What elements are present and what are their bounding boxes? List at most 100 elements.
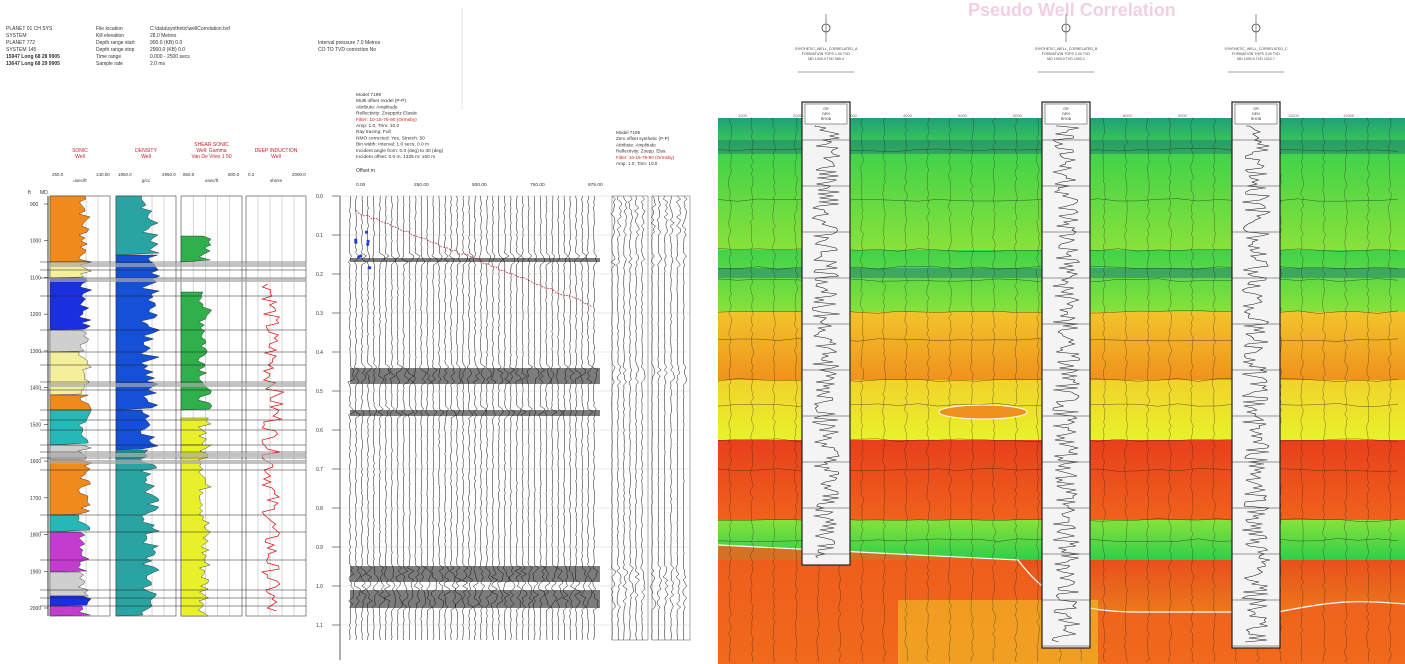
stack-wiggle-trace bbox=[622, 195, 628, 641]
model-trace bbox=[926, 117, 930, 663]
gather-wiggle-trace bbox=[514, 195, 522, 641]
stack-wiggle-trace bbox=[662, 195, 669, 641]
stack-wiggle-trace bbox=[634, 195, 640, 641]
gather-info-line: Incident angle from: 0.0 (deg) to 30 (de… bbox=[356, 148, 444, 154]
track-frame bbox=[245, 195, 307, 617]
time-tick-label: 0.5 bbox=[316, 389, 323, 395]
stack-info-line: Model 7199 bbox=[616, 130, 640, 135]
depth-header-label: ft bbox=[28, 190, 31, 196]
well-track-header-label: DEN bbox=[1252, 112, 1260, 116]
gather-wiggle-trace bbox=[443, 195, 451, 641]
model-trace bbox=[1212, 117, 1216, 663]
model-trace bbox=[882, 117, 886, 663]
header-left-line: 15947 Long 68 28 9905 bbox=[6, 54, 60, 60]
depth-tick-label: 1400 bbox=[30, 386, 41, 392]
header-mid-label: Depth range start bbox=[96, 40, 135, 46]
sonic-lithology-fill bbox=[49, 571, 90, 597]
header-right-line: CO TO TVD correction No bbox=[318, 47, 377, 53]
stack-info-line: Attribute: Amplitude bbox=[616, 142, 656, 147]
header-mid-row: Depth range start 900.0 (KB) 0.0 bbox=[96, 40, 306, 47]
header-mid-row: File location C:\data\synthetic\wellCorre… bbox=[96, 26, 306, 33]
header-mid-row: Depth range stop 2900.0 (KB) 0.0 bbox=[96, 47, 306, 54]
formation-band bbox=[50, 263, 306, 267]
model-trace bbox=[1388, 117, 1392, 663]
model-axis-tick: 9000 bbox=[1178, 113, 1188, 118]
model-axis-tick: 6000 bbox=[1013, 113, 1023, 118]
time-tick-label: 0.6 bbox=[316, 428, 323, 434]
well-track-header-label: RHOB bbox=[1251, 117, 1262, 121]
stack-wiggle-trace bbox=[656, 195, 662, 641]
gather-wiggle-trace bbox=[478, 195, 487, 641]
gather-wiggle-trace bbox=[526, 195, 534, 641]
header-mid-block: File location C:\data\synthetic\wellCorre… bbox=[96, 26, 306, 68]
gather-info-line: Incident offset: 0.0 m, 1325 m: 100 m bbox=[356, 154, 435, 160]
model-axis-tick: 4000 bbox=[903, 113, 913, 118]
header-left-line: 13647 Long 68 29 9905 bbox=[6, 61, 60, 67]
gather-info-line: NMO corrected: Yes, Stretch: 50 bbox=[356, 135, 425, 141]
model-trace bbox=[1102, 117, 1106, 663]
gather-wiggle-trace bbox=[562, 195, 570, 640]
well-track-header-label: GR bbox=[1063, 107, 1069, 111]
track-range-max: 140.00 bbox=[96, 172, 110, 177]
model-axis-tick: 1000 bbox=[738, 113, 748, 118]
depth-tick-label: 900 bbox=[30, 202, 39, 208]
well-label: SYNTHETIC_WELL_CORRELATED_A bbox=[795, 47, 858, 51]
well-label: MD 1000.0 TVD 1012.7 bbox=[1237, 57, 1275, 61]
well-label: FORMATION TOPS 3.00 TVD bbox=[1232, 52, 1280, 56]
track-unit: ohmm bbox=[270, 178, 283, 183]
well-log-column bbox=[1231, 101, 1281, 649]
well-track-header-label: GR bbox=[823, 107, 829, 111]
depth-tick-label: 1800 bbox=[30, 533, 41, 539]
gather-wiggle-trace bbox=[460, 195, 469, 641]
model-trace bbox=[772, 117, 776, 663]
gather-wiggle-trace bbox=[502, 195, 510, 641]
gather-wiggle-trace bbox=[401, 195, 409, 641]
stack-wiggle-trace bbox=[650, 195, 656, 641]
model-trace bbox=[970, 117, 974, 662]
header-mid-row: Kill elevation 28.0 Metres bbox=[96, 33, 306, 40]
pick-marker bbox=[368, 266, 372, 270]
depth-tick-label: 1500 bbox=[30, 422, 41, 428]
model-axis-tick: 3000 bbox=[848, 113, 858, 118]
pick-marker bbox=[354, 238, 358, 242]
gather-info-line: Bin width: Interval: 1.0 secs, 0.0 m bbox=[356, 142, 429, 148]
gather-wiggle-trace bbox=[407, 195, 415, 641]
gather-wiggle-trace bbox=[389, 195, 397, 641]
gather-wiggle-trace bbox=[485, 195, 493, 641]
model-deep-horizon bbox=[718, 544, 1405, 613]
gather-wiggle-trace bbox=[544, 195, 552, 640]
well-track-header bbox=[804, 103, 848, 125]
track-range-max: 2000.0 bbox=[292, 172, 306, 177]
stack-info-line: Reflectivity: Zoepp. Elas. bbox=[616, 149, 667, 154]
track-range-min: 0.2 bbox=[248, 172, 255, 177]
gather-wiggle-trace bbox=[377, 195, 385, 641]
reflector-band bbox=[350, 590, 600, 608]
deep-induction-curve bbox=[260, 283, 285, 612]
header-left-line: SYSTEM bbox=[6, 33, 27, 39]
gather-wiggle-trace bbox=[371, 195, 380, 641]
well-label: SYNTHETIC_WELL_CORRELATED_C bbox=[1224, 47, 1287, 51]
pick-marker bbox=[357, 255, 361, 259]
track-range-min: 850.0 bbox=[183, 172, 195, 177]
header-mid-value: 900.0 (KB) 0.0 bbox=[150, 40, 183, 46]
pick-marker bbox=[366, 242, 370, 246]
gather-wiggle-trace bbox=[472, 195, 480, 641]
sonic-lithology-fill bbox=[49, 531, 90, 573]
offset-tick-label: 0.00 bbox=[356, 182, 366, 188]
depth-header-label: MD bbox=[40, 190, 48, 196]
model-trace bbox=[1014, 117, 1018, 663]
stack-info-line: Amp: 1.0, Trim: 10.0 bbox=[616, 161, 658, 166]
shear-sonic-fill bbox=[180, 444, 212, 617]
panel-title: Pseudo Well Correlation bbox=[968, 0, 1176, 20]
depth-tick-label: 2000 bbox=[30, 606, 41, 612]
gather-wiggle-trace bbox=[579, 195, 588, 641]
model-trace bbox=[1146, 117, 1150, 663]
model-trace bbox=[904, 117, 908, 663]
depth-tick-label: 1700 bbox=[30, 496, 41, 502]
gather-wiggle-trace bbox=[538, 195, 546, 641]
well-track-header bbox=[1234, 103, 1278, 125]
sonic-lithology-fill bbox=[49, 195, 92, 263]
sonic-lithology-fill bbox=[49, 277, 93, 331]
offset-axis-title: Offset m bbox=[356, 168, 375, 174]
well-label: MD 1000.0 TVD 989.4 bbox=[808, 57, 844, 61]
